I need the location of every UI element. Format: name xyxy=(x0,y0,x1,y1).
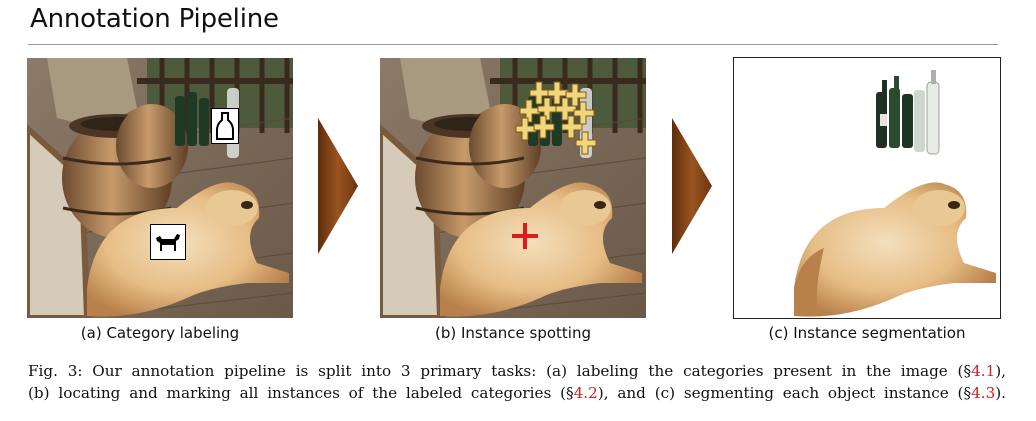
caption-instance-segmentation: (c) Instance segmentation xyxy=(768,324,966,342)
section-reference-link[interactable]: 4.1 xyxy=(971,362,996,380)
panel-instance-segmentation xyxy=(733,57,1001,319)
figure-caption-line-2: (b) locating and marking all instances o… xyxy=(28,384,1006,402)
figure-caption: Fig. 3: Our annotation pipeline is split… xyxy=(28,360,1006,404)
arrow-right-icon xyxy=(672,118,712,254)
caption-category-labeling: (a) Category labeling xyxy=(80,324,240,342)
bottle-icon xyxy=(211,108,239,144)
title-rule xyxy=(28,44,998,45)
panel-instance-spotting xyxy=(380,58,646,318)
dog-icon xyxy=(150,224,186,260)
arrow-right-icon xyxy=(318,118,358,254)
section-reference-link[interactable]: 4.3 xyxy=(971,384,996,402)
figure-caption-line-1: Fig. 3: Our annotation pipeline is split… xyxy=(28,362,1006,380)
panel-category-labeling xyxy=(27,58,293,318)
caption-instance-spotting: (b) Instance spotting xyxy=(434,324,592,342)
diagram-title: Annotation Pipeline xyxy=(30,4,279,34)
section-reference-link[interactable]: 4.2 xyxy=(573,384,598,402)
